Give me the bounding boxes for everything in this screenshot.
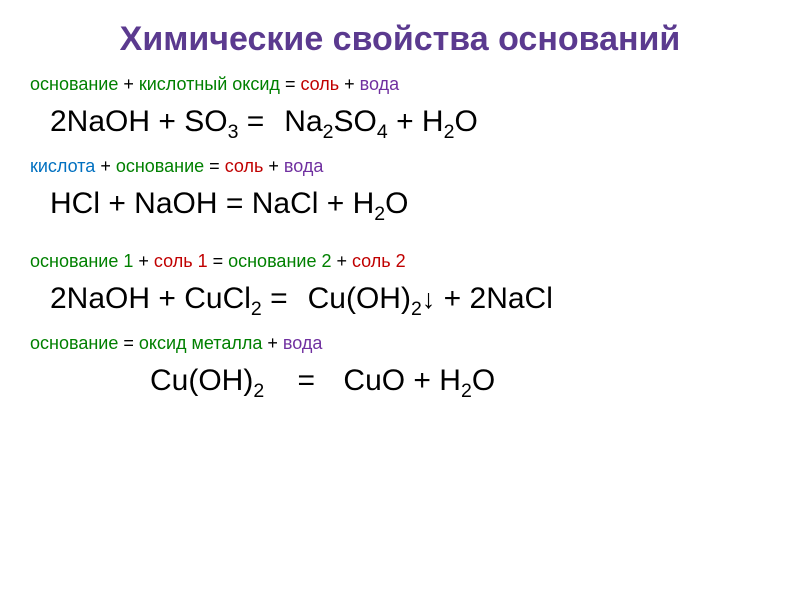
rule-1: основание + кислотный оксид = соль + вод… bbox=[30, 74, 770, 95]
rule1-salt: соль bbox=[300, 74, 339, 94]
eq3-r1: Cu(OH) bbox=[308, 282, 411, 315]
eq4-r2: O bbox=[472, 364, 495, 397]
eq1-rs3: 2 bbox=[444, 121, 455, 143]
rule3-salt1: соль 1 bbox=[154, 251, 208, 271]
rule2-base: основание bbox=[116, 156, 204, 176]
rule2-water: вода bbox=[284, 156, 324, 176]
eq1-sub1: 3 bbox=[228, 121, 239, 143]
rule1-water: вода bbox=[360, 74, 400, 94]
eq1-equals: = bbox=[238, 105, 264, 138]
equation-2: HCl + NaOH = NaCl + H2O bbox=[50, 187, 770, 226]
eq3-left: 2NaOH + CuCl2 = bbox=[50, 282, 288, 321]
eq3-rs1: 2 bbox=[411, 298, 422, 320]
eq1-r2: SO bbox=[334, 105, 377, 138]
eq1-r1: Na bbox=[284, 105, 322, 138]
rule3-plus1: + bbox=[133, 251, 154, 271]
equation-3: 2NaOH + CuCl2 = Cu(OH)2↓ + 2NaCl bbox=[50, 282, 770, 321]
equation-4: Cu(OH)2 = CuO + H2O bbox=[150, 364, 770, 403]
rule-3: основание 1 + соль 1 = основание 2 + сол… bbox=[30, 251, 770, 272]
rule4-water: вода bbox=[283, 333, 323, 353]
rule3-base2: основание 2 bbox=[228, 251, 331, 271]
page-title: Химические свойства оснований bbox=[30, 20, 770, 59]
eq3-l1: 2NaOH + CuCl bbox=[50, 282, 251, 315]
rule3-plus2: + bbox=[331, 251, 352, 271]
rule1-plus1: + bbox=[118, 74, 139, 94]
eq1-left: 2NaOH + SO3 = bbox=[50, 105, 264, 144]
rule3-equals: = bbox=[208, 251, 229, 271]
rule1-equals: = bbox=[280, 74, 301, 94]
eq4-right: CuO + H2O bbox=[343, 364, 495, 403]
rule2-plus2: + bbox=[263, 156, 284, 176]
eq4-le: = bbox=[264, 364, 323, 397]
eq4-r1: CuO + H bbox=[343, 364, 461, 397]
eq2-p1: HCl + NaOH = NaCl + H bbox=[50, 187, 374, 220]
eq2-text: HCl + NaOH = NaCl + H2O bbox=[50, 187, 408, 226]
eq2-p2: O bbox=[385, 187, 408, 220]
eq1-rs2: 4 bbox=[377, 121, 388, 143]
rule-4: основание = оксид металла + вода bbox=[30, 333, 770, 354]
eq4-rs1: 2 bbox=[461, 380, 472, 402]
eq3-ls1: 2 bbox=[251, 298, 262, 320]
rule1-plus2: + bbox=[339, 74, 360, 94]
eq3-r2: + 2NaCl bbox=[435, 282, 553, 315]
rule2-plus1: + bbox=[95, 156, 116, 176]
rule4-equals: = bbox=[118, 333, 139, 353]
rule1-base: основание bbox=[30, 74, 118, 94]
eq3-le: = bbox=[262, 282, 288, 315]
eq4-left: Cu(OH)2 = bbox=[150, 364, 323, 403]
eq1-rs1: 2 bbox=[323, 121, 334, 143]
equation-1: 2NaOH + SO3 = Na2SO4 + H2O bbox=[50, 105, 770, 144]
rule2-salt: соль bbox=[225, 156, 264, 176]
eq1-r3: + H bbox=[388, 105, 444, 138]
eq4-l1: Cu(OH) bbox=[150, 364, 253, 397]
rule3-salt2: соль 2 bbox=[352, 251, 406, 271]
rule2-acid: кислота bbox=[30, 156, 95, 176]
rule1-acid-oxide: кислотный оксид bbox=[139, 74, 280, 94]
rule3-base1: основание 1 bbox=[30, 251, 133, 271]
rule2-equals: = bbox=[204, 156, 225, 176]
eq1-left-text: 2NaOH + SO bbox=[50, 105, 228, 138]
rule4-metal-oxide: оксид металла bbox=[139, 333, 268, 353]
eq1-right: Na2SO4 + H2O bbox=[284, 105, 478, 144]
precipitate-arrow-icon: ↓ bbox=[422, 284, 436, 314]
eq1-r4: O bbox=[454, 105, 477, 138]
eq4-ls1: 2 bbox=[253, 380, 264, 402]
rule4-base: основание bbox=[30, 333, 118, 353]
eq2-s1: 2 bbox=[374, 203, 385, 225]
rule-2: кислота + основание = соль + вода bbox=[30, 156, 770, 177]
eq3-right: Cu(OH)2↓ + 2NaCl bbox=[308, 282, 553, 321]
rule4-plus: + bbox=[267, 333, 283, 353]
